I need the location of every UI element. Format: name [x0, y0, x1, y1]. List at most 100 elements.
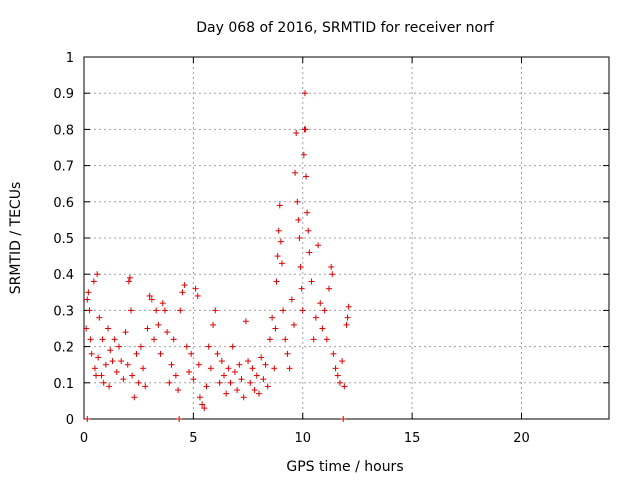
y-tick-label: 0	[66, 413, 74, 428]
y-tick-label: 0.4	[53, 268, 74, 283]
data-point	[301, 90, 308, 97]
data-point	[272, 325, 279, 332]
x-tick-label: 15	[404, 431, 421, 446]
data-point	[148, 296, 155, 303]
data-point	[93, 372, 100, 379]
data-point	[278, 260, 285, 267]
data-point	[90, 278, 97, 285]
data-point	[330, 350, 337, 357]
data-point	[88, 350, 95, 357]
x-tick-label: 20	[513, 431, 530, 446]
data-point	[186, 368, 192, 375]
data-point	[345, 303, 352, 310]
data-point	[181, 282, 188, 289]
data-point	[177, 307, 184, 314]
data-point	[129, 372, 136, 379]
y-tick-label: 0.8	[53, 123, 74, 138]
data-point	[161, 307, 168, 314]
data-point	[87, 336, 94, 343]
data-point	[94, 271, 101, 278]
data-point	[99, 336, 106, 343]
data-point	[212, 307, 219, 314]
data-point	[146, 292, 153, 299]
data-point	[86, 307, 93, 314]
data-point	[144, 325, 151, 332]
data-points	[83, 90, 352, 422]
data-point	[256, 390, 262, 397]
data-point	[334, 372, 341, 379]
data-point	[304, 209, 311, 216]
x-tick-label: 5	[189, 431, 197, 446]
data-point	[216, 379, 223, 386]
data-point	[157, 350, 164, 357]
data-point	[194, 292, 201, 299]
data-point	[300, 151, 307, 158]
data-point	[95, 354, 102, 361]
data-point	[339, 358, 346, 365]
data-point	[210, 321, 217, 328]
data-point	[164, 329, 171, 336]
data-point	[344, 314, 351, 321]
y-tick-label: 0.9	[53, 87, 74, 102]
data-point	[288, 296, 295, 303]
data-point	[299, 307, 306, 314]
chart-title: Day 068 of 2016, SRMTID for receiver nor…	[196, 20, 495, 36]
data-point	[142, 383, 149, 390]
x-tick-label: 10	[294, 431, 311, 446]
data-point	[183, 343, 190, 350]
data-point	[297, 263, 304, 270]
data-point	[227, 379, 234, 386]
data-point	[240, 394, 247, 401]
x-axis-label: GPS time / hours	[286, 459, 403, 475]
axis-ticks: 00.10.20.30.40.50.60.70.80.910 5 10 15 20	[53, 51, 609, 446]
data-point	[116, 343, 122, 350]
data-point	[242, 318, 249, 325]
data-point	[196, 394, 203, 401]
data-point	[159, 300, 166, 307]
data-point	[172, 372, 179, 379]
y-tick-label: 0.1	[53, 377, 74, 392]
data-point	[262, 361, 269, 368]
x-tick-label: 0	[80, 431, 88, 446]
data-point	[310, 336, 317, 343]
data-point	[328, 263, 335, 270]
data-point	[323, 336, 330, 343]
data-point	[225, 365, 232, 372]
data-point	[291, 321, 297, 328]
data-point	[106, 383, 113, 390]
data-point	[292, 169, 299, 176]
grid-lines	[84, 57, 609, 419]
data-point	[192, 285, 199, 292]
data-point	[266, 336, 273, 343]
data-point	[312, 314, 319, 321]
data-point	[126, 274, 133, 281]
data-point	[188, 350, 195, 357]
data-point	[83, 325, 90, 332]
data-point	[269, 314, 276, 321]
data-point	[332, 365, 339, 372]
data-point	[251, 387, 258, 394]
data-point	[245, 358, 252, 365]
data-point	[315, 242, 322, 249]
data-point	[276, 202, 283, 209]
data-point	[274, 253, 281, 260]
data-point	[96, 314, 103, 321]
data-point	[201, 405, 208, 412]
data-point	[118, 358, 125, 365]
data-point	[341, 383, 348, 390]
data-point	[124, 361, 131, 368]
data-point	[229, 343, 236, 350]
y-tick-label: 0.6	[53, 196, 74, 211]
data-point	[238, 376, 245, 383]
data-point	[190, 376, 197, 383]
data-point	[253, 372, 260, 379]
data-point	[234, 387, 241, 394]
data-point	[170, 336, 177, 343]
data-point	[109, 358, 116, 365]
data-point	[135, 379, 142, 386]
data-point	[277, 238, 284, 245]
data-point	[319, 325, 326, 332]
data-point	[308, 278, 315, 285]
data-point	[258, 354, 265, 361]
